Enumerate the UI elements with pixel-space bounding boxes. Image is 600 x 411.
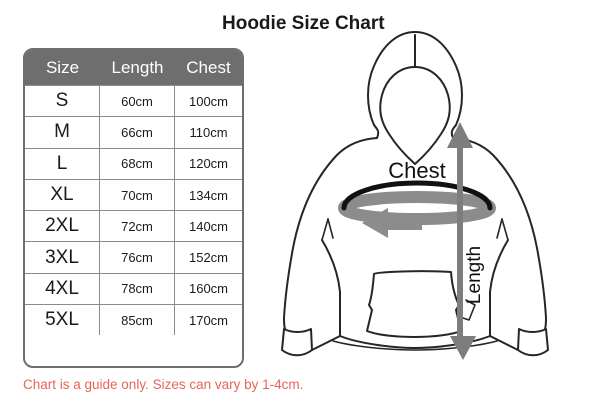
svg-text:Length: Length xyxy=(464,246,485,304)
svg-text:Chest: Chest xyxy=(388,158,445,183)
